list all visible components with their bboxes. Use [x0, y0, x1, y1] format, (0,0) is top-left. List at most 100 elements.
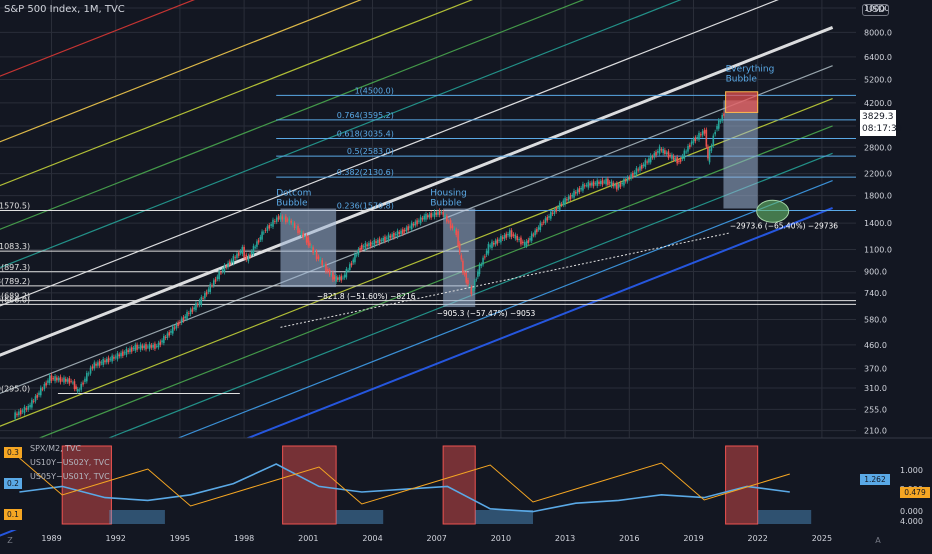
fib-label: 0.236(1570.8) — [337, 202, 394, 211]
candle-body — [223, 265, 226, 273]
candle-body — [366, 244, 368, 247]
candle-body — [245, 254, 248, 260]
candle-body — [402, 229, 404, 234]
currency-label[interactable]: USD — [862, 4, 890, 16]
candle-body — [380, 239, 383, 241]
candle-body — [503, 235, 506, 239]
candle-body — [557, 207, 559, 209]
candle-body — [669, 154, 671, 157]
candle-body — [492, 242, 495, 245]
candle-body — [335, 276, 337, 282]
candle-body — [589, 183, 591, 186]
candle-body — [202, 298, 204, 300]
candle-body — [432, 214, 434, 216]
candle-body — [624, 180, 627, 182]
candle-body — [582, 183, 584, 191]
candle-body — [347, 269, 349, 271]
candle-body — [440, 211, 443, 213]
x-tick-label: 2019 — [683, 534, 703, 543]
price-tag: 3829.3 08:17:35 — [860, 110, 903, 136]
fib-label: 0.618(789.2) — [0, 277, 30, 286]
candle-body — [416, 220, 418, 225]
candle-body — [150, 345, 153, 348]
candle-body — [189, 309, 192, 315]
candle-body — [430, 212, 432, 218]
candle-body — [487, 243, 490, 254]
channel-line — [0, 0, 779, 307]
candle-body — [516, 235, 519, 241]
candle-body — [649, 155, 652, 163]
y-tick-label: 900.0 — [864, 267, 887, 276]
lower-legend: US10Y−US02Y, TVC — [30, 458, 110, 467]
candle-body — [425, 213, 427, 220]
candle-body — [323, 265, 325, 266]
candle-body — [462, 260, 464, 273]
candle-body — [340, 275, 343, 281]
candle-body — [52, 378, 55, 380]
candle-body — [674, 158, 677, 160]
candle-body — [161, 340, 163, 343]
candle-body — [97, 362, 99, 366]
candle-body — [435, 212, 438, 215]
candle-body — [251, 251, 253, 255]
candle-body — [419, 216, 422, 224]
candle-body — [214, 279, 217, 282]
candle-body — [41, 388, 44, 390]
candle-body — [297, 225, 299, 234]
candle-body — [460, 255, 463, 260]
candle-body — [651, 156, 654, 158]
candle-body — [676, 156, 678, 164]
candle-body — [539, 222, 542, 231]
candle-body — [529, 238, 531, 241]
target-ellipse — [756, 199, 790, 223]
value-tag-label: 0.479 — [904, 488, 926, 497]
drawdown-box — [443, 208, 476, 308]
candle-body — [601, 179, 604, 185]
candle-body — [359, 247, 361, 251]
candle-body — [75, 386, 77, 390]
candle-body — [104, 360, 106, 363]
candle-body — [132, 348, 135, 349]
candle-body — [283, 217, 285, 220]
candle-body — [591, 182, 593, 186]
candle-body — [637, 169, 640, 171]
candle-body — [305, 235, 308, 243]
candle-body — [532, 234, 535, 236]
candle-body — [368, 243, 370, 247]
candle-body — [227, 262, 229, 268]
candle-body — [98, 361, 101, 366]
candle-body — [196, 304, 199, 306]
candle-body — [141, 345, 144, 349]
candle-body — [193, 307, 195, 310]
candle-body — [463, 272, 466, 275]
candle-body — [569, 195, 572, 199]
candle-body — [421, 218, 424, 220]
candle-body — [173, 327, 176, 329]
candle-body — [300, 231, 303, 235]
zoom-icon: Z — [7, 536, 13, 545]
candle-body — [664, 150, 666, 155]
price-tag-countdown: 08:17:35 — [862, 124, 903, 134]
candle-body — [34, 396, 37, 402]
candle-body — [621, 182, 623, 185]
candle-body — [520, 237, 522, 245]
candle-body — [309, 242, 311, 246]
candle-body — [56, 377, 58, 381]
candle-body — [198, 300, 201, 306]
recession-box — [282, 445, 337, 525]
candle-body — [480, 264, 483, 266]
candle-body — [542, 221, 545, 223]
candle-body — [147, 346, 149, 348]
candle-body — [473, 280, 476, 289]
y-tick-label: 10000 — [864, 4, 889, 13]
candle-body — [484, 256, 486, 258]
candle-body — [319, 258, 322, 262]
candle-body — [279, 215, 282, 220]
candle-body — [438, 210, 441, 216]
candle-body — [332, 272, 334, 280]
candle-body — [241, 246, 244, 254]
candle-body — [350, 263, 353, 266]
candle-body — [152, 344, 154, 348]
